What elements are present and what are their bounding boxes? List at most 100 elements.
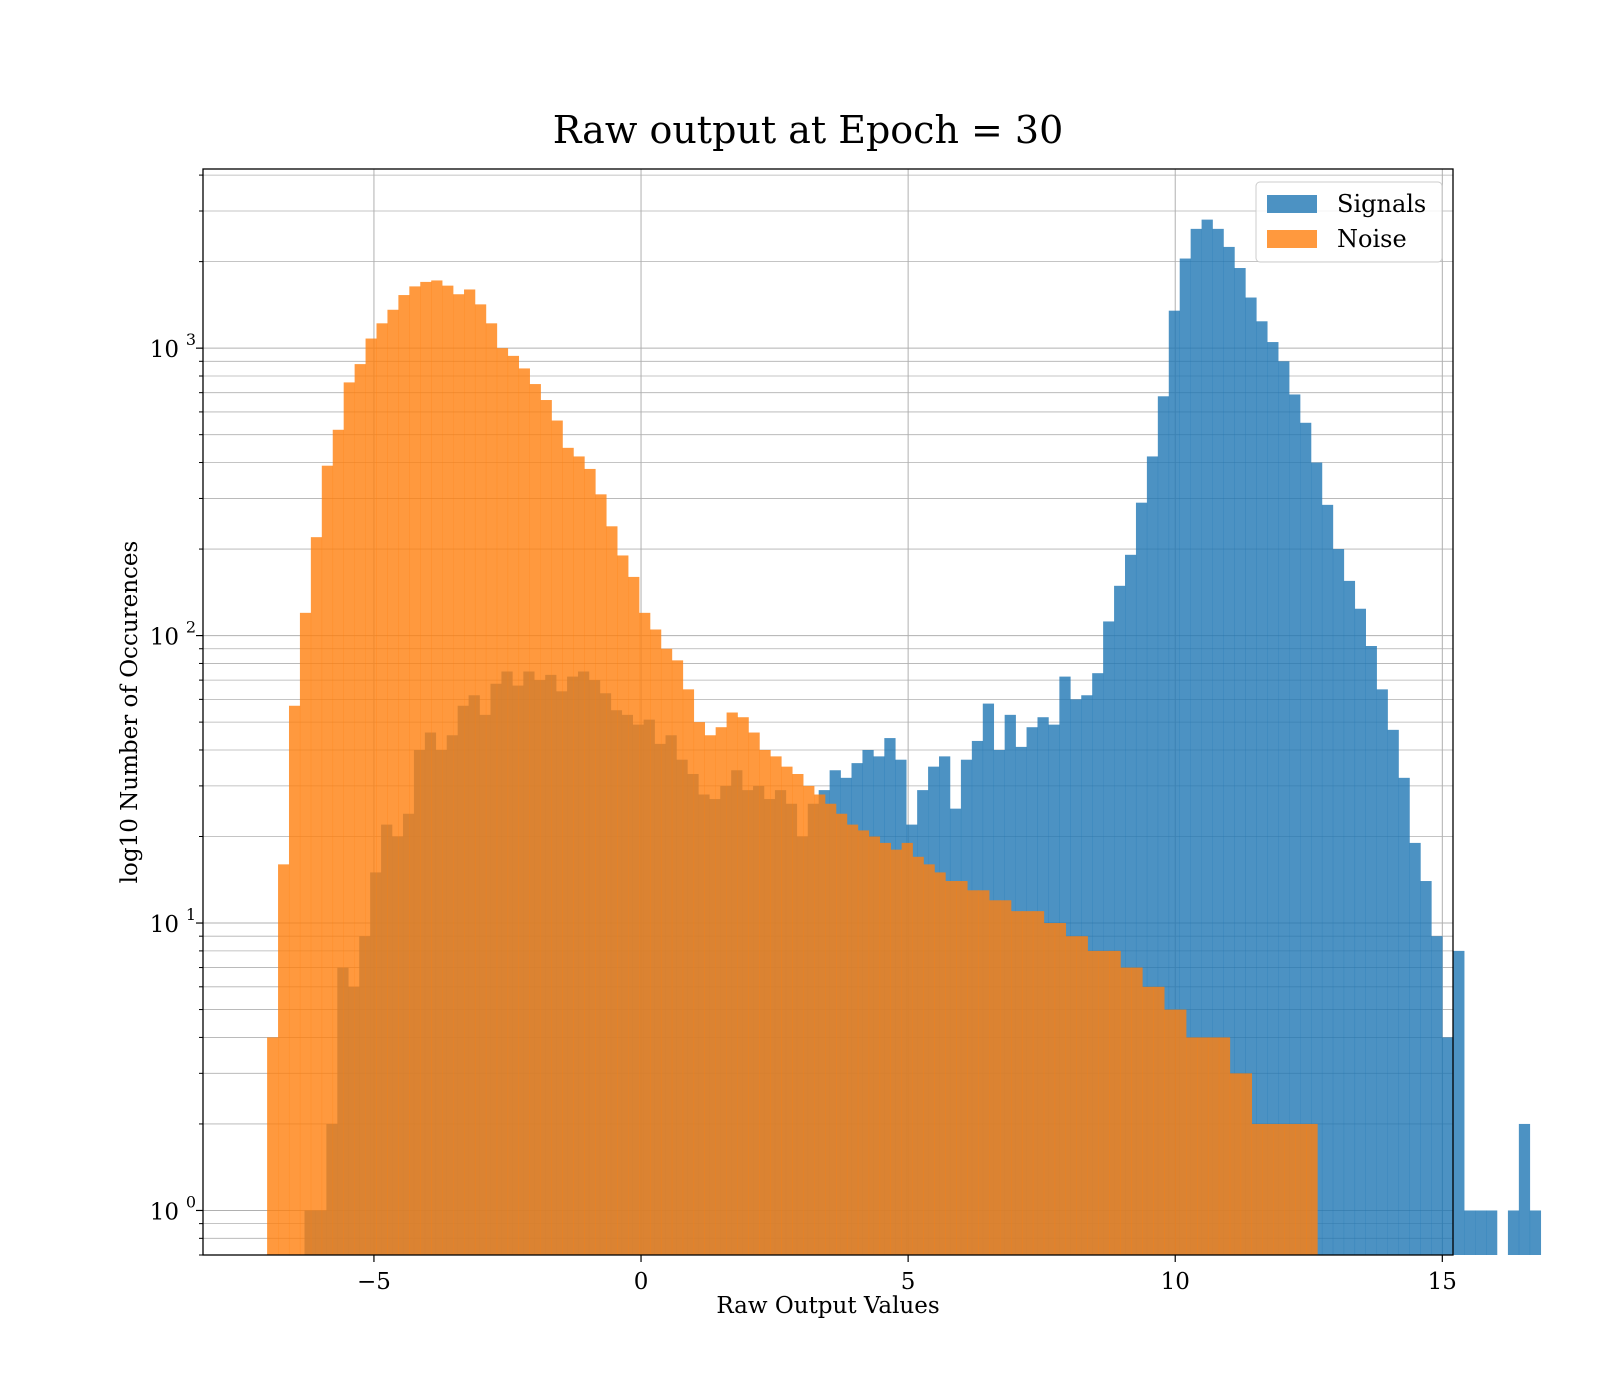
- histogram-bar: [562, 447, 574, 1255]
- histogram-bar: [1065, 936, 1077, 1255]
- histogram-bar: [1321, 504, 1334, 1255]
- histogram-bar: [507, 355, 520, 1255]
- histogram-bar: [1300, 422, 1312, 1256]
- histogram-bar: [1289, 394, 1301, 1255]
- histogram-bar: [376, 323, 388, 1255]
- histogram-bar: [464, 289, 476, 1255]
- x-axis: −5 0 5 10 15: [357, 1255, 1457, 1295]
- histogram-bar: [912, 856, 924, 1255]
- histogram-bar: [1190, 228, 1202, 1255]
- histogram-bar: [825, 803, 837, 1255]
- histogram-bar: [1087, 950, 1099, 1255]
- histogram-bar: [650, 629, 662, 1255]
- histogram-bar: [1125, 554, 1137, 1255]
- legend-label-signals: Signals: [1337, 190, 1426, 218]
- histogram-bar: [496, 348, 509, 1255]
- histogram-bar: [1306, 1123, 1318, 1255]
- histogram-bar: [1109, 950, 1121, 1255]
- histogram-bar: [343, 382, 355, 1255]
- histogram-bar: [1142, 986, 1154, 1255]
- histogram-bar: [584, 468, 596, 1255]
- histogram-bar: [1043, 923, 1056, 1255]
- histogram-bar: [1256, 321, 1268, 1255]
- y-tick-label: 10: [150, 912, 179, 938]
- histogram-bar: [1273, 1123, 1285, 1255]
- histogram-bar: [1146, 456, 1159, 1256]
- histogram-bar: [1201, 219, 1213, 1255]
- histogram-bar: [606, 526, 618, 1255]
- histogram-bar: [1234, 268, 1246, 1255]
- histogram-bar: [1011, 911, 1023, 1255]
- histogram-bar: [1103, 621, 1115, 1255]
- histogram-bar: [409, 286, 421, 1255]
- histogram-bar: [1207, 1037, 1220, 1255]
- histogram-bar: [354, 364, 366, 1255]
- x-tick-label: 5: [901, 1269, 916, 1295]
- histogram-bar: [1114, 585, 1126, 1255]
- histogram-bar: [1453, 950, 1465, 1255]
- y-tick-label: 10: [150, 625, 179, 651]
- histogram-bar: [748, 732, 760, 1255]
- y-tick-label: 10: [150, 337, 179, 363]
- y-tick-exponent: 3: [186, 330, 196, 349]
- histogram-bar: [989, 900, 1001, 1255]
- histogram-bar: [551, 420, 563, 1255]
- y-tick-exponent: 1: [186, 905, 196, 924]
- histogram-bar: [792, 773, 804, 1255]
- x-tick-label: −5: [357, 1269, 391, 1295]
- histogram-bar: [1179, 258, 1191, 1255]
- histogram-bar: [1262, 1123, 1274, 1255]
- histogram-bar: [1431, 936, 1443, 1255]
- histogram-bar: [693, 722, 706, 1255]
- x-tick-label: 15: [1428, 1269, 1457, 1295]
- histogram-bar: [1197, 1037, 1209, 1255]
- series-noise: [267, 280, 1318, 1256]
- histogram-bar: [726, 712, 738, 1255]
- histogram-bar: [671, 660, 684, 1255]
- histogram-bar: [365, 338, 377, 1255]
- histogram-bar: [1475, 1210, 1487, 1255]
- legend-swatch-noise: [1267, 230, 1317, 248]
- histogram-bar: [474, 304, 487, 1255]
- histogram-bar: [1186, 1037, 1198, 1255]
- histogram-bar: [857, 830, 870, 1255]
- histogram-bar: [770, 756, 782, 1255]
- histogram-bar: [1229, 1073, 1242, 1255]
- histogram-bar: [1507, 1210, 1520, 1255]
- histogram-bar: [420, 281, 432, 1256]
- histogram-bar: [868, 836, 881, 1255]
- histogram-bar: [1223, 246, 1235, 1255]
- histogram-bar: [1464, 1210, 1476, 1255]
- legend-label-noise: Noise: [1337, 225, 1407, 253]
- histogram-bar: [1267, 342, 1279, 1255]
- legend: Signals Noise: [1255, 181, 1443, 263]
- histogram-bar: [398, 295, 410, 1255]
- y-tick-exponent: 2: [186, 618, 196, 637]
- histogram-bar: [781, 766, 793, 1255]
- histogram-bar: [737, 717, 749, 1255]
- y-axis-label: log10 Number of Occurences: [117, 541, 143, 884]
- histogram-bar: [1332, 549, 1345, 1255]
- histogram-bar: [1000, 900, 1012, 1255]
- histogram-bar: [540, 400, 552, 1255]
- histogram-bar: [529, 384, 541, 1255]
- histogram-bar: [453, 294, 465, 1255]
- histogram-bar: [1168, 310, 1181, 1256]
- histogram-bar: [1032, 911, 1045, 1255]
- histogram-bar: [1518, 1123, 1531, 1255]
- histogram-bar: [814, 794, 826, 1255]
- histogram-bar: [1420, 881, 1432, 1255]
- histogram-bar: [835, 813, 848, 1255]
- histogram-bar: [879, 842, 891, 1255]
- histogram-bar: [1387, 729, 1399, 1255]
- histogram-bar: [803, 785, 815, 1255]
- histogram-bar: [1021, 911, 1034, 1255]
- plot-frame: [202, 168, 1454, 1256]
- histogram-bar: [715, 727, 727, 1255]
- histogram-bar: [1120, 967, 1132, 1255]
- histogram-bar: [1212, 228, 1224, 1255]
- y-axis: 10 0 10 1 10 2 10 3: [150, 174, 203, 1256]
- histogram-bar: [332, 429, 344, 1255]
- histogram-bar: [1398, 777, 1410, 1255]
